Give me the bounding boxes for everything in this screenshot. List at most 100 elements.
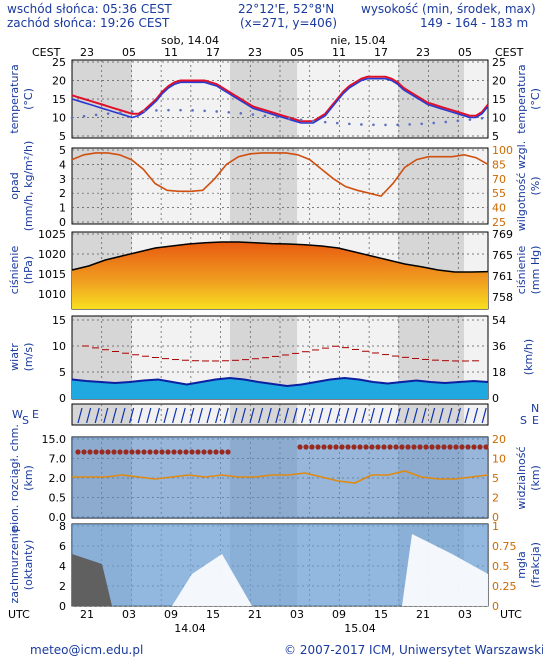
day-label-bottom: 15.04 (344, 622, 376, 635)
clouds-left-label: zachmurzenie (8, 526, 21, 603)
wind-direction-arrow (292, 407, 298, 424)
top-hour-label: 23 (80, 46, 94, 59)
wind-direction-arrow (197, 407, 203, 424)
wind-direction-arrow (430, 407, 436, 424)
cloudbase-dot (219, 449, 225, 455)
dewpoint-dot (191, 109, 194, 112)
wind-direction-arrow (129, 407, 135, 424)
wind-direction-arrow (473, 407, 479, 424)
cloudbase-dot (399, 444, 405, 450)
sunset-text: zachód słońca: 19:26 CEST (7, 16, 170, 30)
wind-direction-arrow (464, 407, 470, 424)
cloudbase-dot (87, 449, 93, 455)
temp-left-unit: (°C) (22, 88, 35, 110)
cloudbase-dot (75, 449, 81, 455)
cloudbase-dot (81, 449, 87, 455)
top-hour-label: 17 (206, 46, 220, 59)
wind-left-label: wiatr (8, 343, 21, 371)
humidity-right-unit: (%) (529, 176, 542, 195)
cloudbase-dot (369, 444, 375, 450)
wind-direction-arrow (232, 407, 238, 424)
wind-direction-arrow (146, 407, 152, 424)
wind-direction-arrow (120, 407, 126, 424)
top-hour-label: 05 (458, 46, 472, 59)
wind-direction-arrow (283, 407, 289, 424)
wind-direction-arrow (240, 407, 246, 424)
sunrise-text: wschód słońca: 05:36 CEST (7, 2, 172, 16)
precip-left-label: opad (8, 172, 21, 199)
wind-line (71, 376, 489, 388)
temp-tick-right: 25 (492, 56, 506, 69)
dewpoint-dot (167, 108, 170, 112)
wind-direction-arrow (455, 407, 461, 424)
wind-direction-arrow (163, 407, 169, 424)
pressure-right-label: ciśnienie (515, 246, 528, 295)
cloudbase-dot (321, 444, 327, 450)
pressure-tick-left: 1025 (38, 228, 66, 241)
wind-direction-arrow (180, 407, 186, 424)
bottom-hour-label: 03 (122, 608, 136, 621)
fog-right-label: mgła (515, 551, 528, 579)
wind-direction-arrow (404, 407, 410, 424)
clouds-tick-left: 8 (59, 520, 66, 533)
bottom-hour-label: 15 (206, 608, 220, 621)
night-band (72, 148, 132, 224)
humidity-tick-right: 100 (492, 144, 513, 157)
wind-direction-arrow (275, 407, 281, 424)
dewpoint-dot (263, 114, 267, 118)
footer-email[interactable]: meteo@icm.edu.pl (30, 643, 144, 657)
dewpoint-dot (420, 122, 423, 126)
dewpoint-dot (287, 117, 291, 120)
top-hour-label: 11 (332, 46, 346, 59)
visibility-tick-right: 2 (492, 492, 499, 505)
cloudbase-dot (303, 444, 309, 450)
cloudbase-dot (111, 449, 117, 455)
precip-left-unit: (mm/h, kg/m²/h) (22, 141, 35, 232)
cloudbase-dot (177, 449, 183, 455)
dewpoint-dot (227, 111, 231, 114)
dewpoint-dot (480, 116, 484, 120)
wind-direction-arrow (111, 407, 117, 424)
cloudbase-dot (315, 444, 321, 450)
wind-direction-arrow (137, 407, 143, 424)
cloudbase-dot (423, 444, 429, 450)
dewpoint-dot (94, 113, 98, 117)
clouds-left-unit: (oktanty) (22, 540, 35, 591)
dewpoint-dot (396, 123, 399, 127)
cloudbase-tick-left: 0.5 (49, 492, 67, 505)
coords-text: 22°12'E, 52°8'N (238, 2, 335, 16)
wind-direction-arrow (266, 407, 272, 424)
wind-direction-arrow (223, 407, 229, 424)
pressure-right-unit: (mm Hg) (529, 246, 542, 295)
pressure-tick-right: 769 (492, 228, 513, 241)
cloudbase-dot (195, 449, 201, 455)
cloudbase-dot (141, 449, 147, 455)
grid-text: (x=271, y=406) (240, 16, 338, 30)
bottom-hour-label: 09 (164, 608, 178, 621)
temp-right-unit: (°C) (529, 88, 542, 110)
visibility-right-label: widzialność (515, 446, 528, 509)
altitude-values: 149 - 164 - 183 m (420, 16, 529, 30)
high-cloud-area (172, 554, 252, 606)
cloudbase-left-unit: (km) (22, 465, 35, 491)
pressure-left-label: ciśnienie (8, 246, 21, 295)
temperature-series-line (71, 77, 489, 124)
wind-direction-arrow (94, 407, 100, 424)
top-hour-label: 17 (374, 46, 388, 59)
bottom-hour-label: 21 (416, 608, 430, 621)
wind-direction-arrow (344, 407, 350, 424)
cloudbase-dot (483, 444, 489, 450)
day-label-bottom: 14.04 (174, 622, 206, 635)
wind-direction-arrow (361, 407, 367, 424)
pressure-tick-right: 758 (492, 291, 513, 304)
temp-tick-left: 20 (52, 75, 66, 88)
clouds-tick-left: 2 (59, 580, 66, 593)
cloudbase-dot (441, 444, 447, 450)
dewpoint-dot (130, 110, 134, 113)
wind-direction-arrow (326, 407, 332, 424)
cloudbase-dot (213, 449, 219, 455)
wind-direction-arrow (421, 407, 427, 424)
wind-direction-arrow (258, 407, 264, 424)
pressure-tick-right: 761 (492, 270, 513, 283)
